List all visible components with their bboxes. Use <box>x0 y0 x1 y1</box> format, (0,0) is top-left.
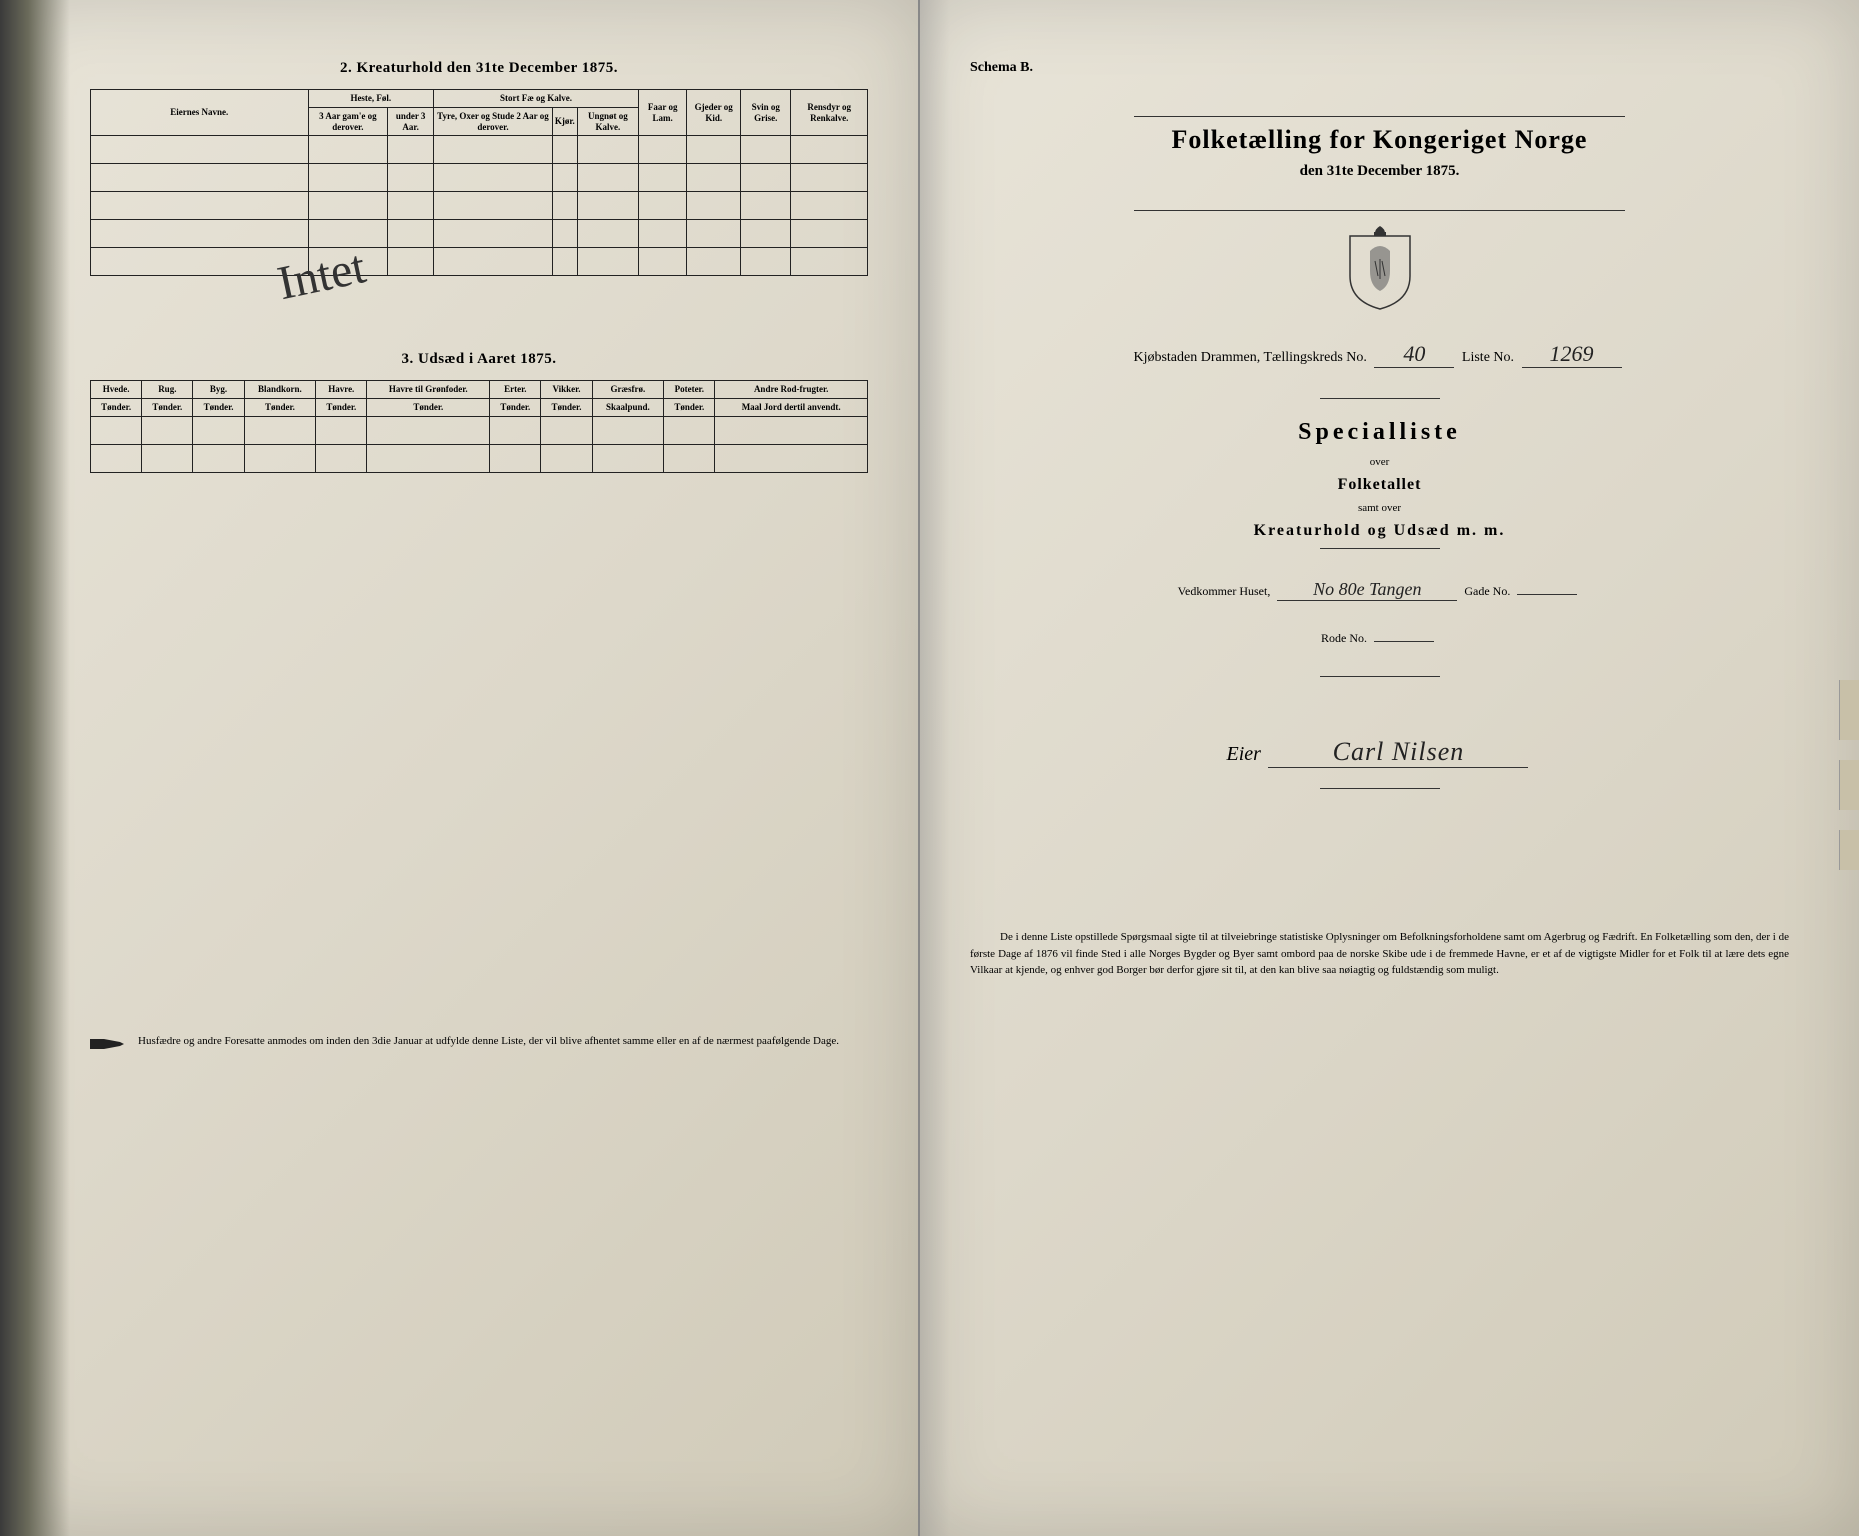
footer-note: Husfædre og andre Foresatte anmodes om i… <box>90 1033 868 1053</box>
table-row <box>91 220 868 248</box>
col-andre: Andre Rod-frugter. <box>715 381 868 399</box>
unit: Maal Jord dertil anvendt. <box>715 399 868 417</box>
gade-label: Gade No. <box>1464 584 1510 598</box>
table-row <box>91 164 868 192</box>
unit: Tønder. <box>244 399 316 417</box>
explanatory-paragraph: De i denne Liste opstillede Spørgsmaal s… <box>970 929 1789 979</box>
col-graesfro: Græsfrø. <box>592 381 664 399</box>
col-heste-group: Heste, Føl. <box>308 90 434 108</box>
unit: Tønder. <box>316 399 367 417</box>
kjobstad-prefix: Kjøbstaden Drammen, <box>1133 350 1260 365</box>
kreds-label: Tællingskreds No. <box>1263 350 1366 365</box>
left-page: 2. Kreaturhold den 31te December 1875. E… <box>0 0 920 1536</box>
kreds-value: 40 <box>1374 341 1454 368</box>
book-spine <box>0 0 70 1536</box>
col-havre-gron: Havre til Grønfoder. <box>367 381 490 399</box>
unit: Tønder. <box>91 399 142 417</box>
rode-line: Rode No. <box>970 631 1789 646</box>
col-blandkorn: Blandkorn. <box>244 381 316 399</box>
udsaed-table: Hvede. Rug. Byg. Blandkorn. Havre. Havre… <box>90 380 868 473</box>
col-erter: Erter. <box>490 381 541 399</box>
unit: Skaalpund. <box>592 399 664 417</box>
page-tab <box>1839 830 1859 870</box>
table-row <box>91 444 868 472</box>
col-rensdyr: Rensdyr og Renkalve. <box>791 90 868 136</box>
right-page: Schema B. Folketælling for Kongeriget No… <box>920 0 1859 1536</box>
col-rug: Rug. <box>142 381 193 399</box>
vedkommer-line: Vedkommer Huset, No 80e Tangen Gade No. <box>970 579 1789 601</box>
samt-over-label: samt over <box>970 502 1789 514</box>
page-tab <box>1839 760 1859 810</box>
rode-label: Rode No. <box>1321 631 1367 645</box>
vedkommer-prefix: Vedkommer Huset, <box>1178 584 1271 598</box>
gutter-shadow <box>920 0 950 1536</box>
eier-line: Eier Carl Nilsen <box>970 737 1789 768</box>
col-eier: Eiernes Navne. <box>91 90 309 136</box>
coat-of-arms-icon <box>1340 221 1420 311</box>
page-tab <box>1839 680 1859 740</box>
sub-title: den 31te December 1875. <box>970 163 1789 180</box>
col-stort-group: Stort Fæ og Kalve. <box>434 90 639 108</box>
col-heste-b: under 3 Aar. <box>388 107 434 136</box>
pointing-hand-icon <box>90 1035 126 1053</box>
main-title: Folketælling for Kongeriget Norge <box>970 125 1789 155</box>
table-row <box>91 136 868 164</box>
footer-text: Husfædre og andre Foresatte anmodes om i… <box>138 1033 839 1053</box>
over-label: over <box>970 456 1789 468</box>
col-havre: Havre. <box>316 381 367 399</box>
col-byg: Byg. <box>193 381 244 399</box>
rule <box>1320 676 1440 677</box>
rode-value <box>1374 641 1434 642</box>
col-hvede: Hvede. <box>91 381 142 399</box>
section2-title: 2. Kreaturhold den 31te December 1875. <box>90 60 868 77</box>
col-stort-a: Tyre, Oxer og Stude 2 Aar og derover. <box>434 107 553 136</box>
rule <box>1320 398 1440 399</box>
section3-title: 3. Udsæd i Aaret 1875. <box>90 351 868 368</box>
table-row <box>91 192 868 220</box>
unit: Tønder. <box>490 399 541 417</box>
table-row <box>91 416 868 444</box>
table-row <box>91 248 868 276</box>
liste-value: 1269 <box>1522 341 1622 368</box>
col-faar: Faar og Lam. <box>639 90 687 136</box>
vedkommer-value: No 80e Tangen <box>1277 579 1457 601</box>
kreaturhold-table: Eiernes Navne. Heste, Føl. Stort Fæ og K… <box>90 89 868 276</box>
unit: Tønder. <box>142 399 193 417</box>
folketallet-label: Folketallet <box>970 476 1789 494</box>
unit: Tønder. <box>664 399 715 417</box>
gade-value <box>1517 594 1577 595</box>
eier-label: Eier <box>1227 743 1261 765</box>
unit: Tønder. <box>541 399 592 417</box>
rule <box>1134 210 1625 211</box>
specialliste-title: Specialliste <box>970 419 1789 446</box>
col-svin: Svin og Grise. <box>741 90 791 136</box>
rule <box>1134 116 1625 117</box>
kreatur-line: Kreaturhold og Udsæd m. m. <box>970 522 1789 540</box>
liste-label: Liste No. <box>1462 350 1514 365</box>
rule <box>1320 548 1440 549</box>
eier-value: Carl Nilsen <box>1268 737 1528 768</box>
unit: Tønder. <box>193 399 244 417</box>
col-stort-c: Ungnøt og Kalve. <box>577 107 638 136</box>
col-heste-a: 3 Aar gam'e og derover. <box>308 107 388 136</box>
col-stort-b: Kjør. <box>552 107 577 136</box>
col-poteter: Poteter. <box>664 381 715 399</box>
col-vikker: Vikker. <box>541 381 592 399</box>
kjobstad-line: Kjøbstaden Drammen, Tællingskreds No. 40… <box>970 341 1789 368</box>
unit: Tønder. <box>367 399 490 417</box>
rule <box>1320 788 1440 789</box>
schema-label: Schema B. <box>970 60 1789 76</box>
col-gjeder: Gjeder og Kid. <box>687 90 741 136</box>
